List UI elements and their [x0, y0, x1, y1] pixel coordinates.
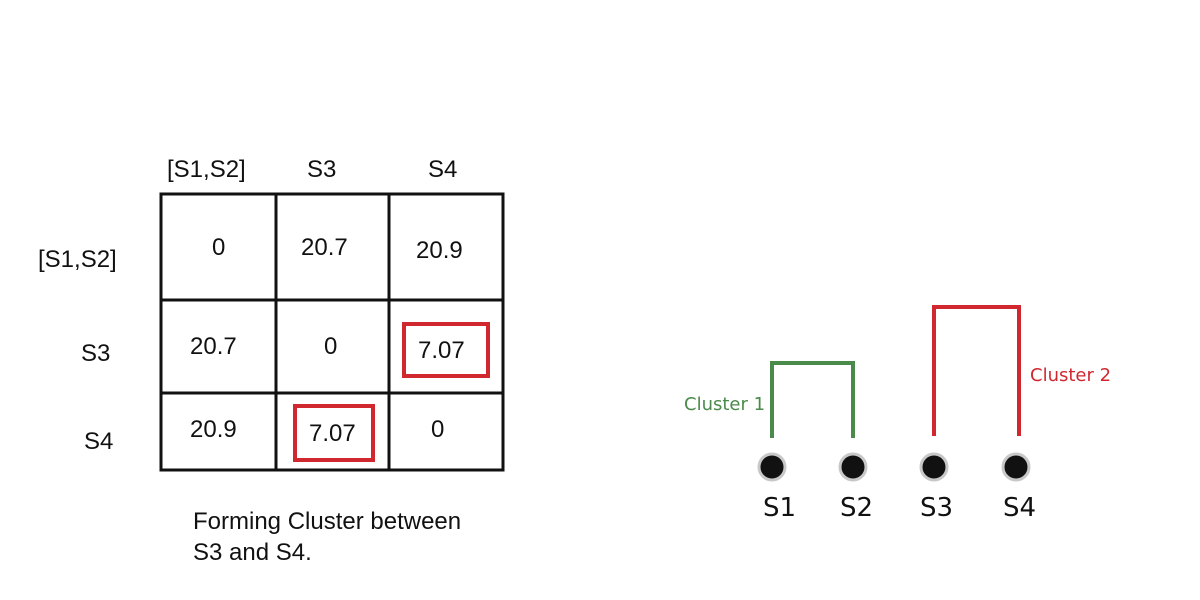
- caption-line: Forming Cluster between: [193, 508, 462, 535]
- node-label-s1: S1: [763, 493, 797, 523]
- caption-line: S3 and S4.: [193, 539, 312, 566]
- highlight-box: [293, 404, 375, 462]
- matrix-cell: 0: [324, 333, 338, 360]
- node-label-s3: S3: [920, 493, 954, 523]
- node-s3: [919, 452, 949, 482]
- node-label-s4: S4: [1003, 493, 1037, 523]
- matrix-border: [159, 192, 505, 472]
- matrix-cell: 0: [431, 416, 445, 443]
- cluster-1-bracket: [770, 361, 855, 438]
- column-header: S4: [428, 156, 458, 183]
- cluster-2-label: Cluster 2: [1030, 365, 1112, 386]
- matrix-cell: 20.7: [301, 234, 348, 261]
- matrix-cell-highlighted: 7.07: [418, 337, 465, 364]
- matrix-cell: 20.7: [190, 333, 237, 360]
- highlight-box: [402, 322, 490, 378]
- cluster-2-bracket: [932, 305, 1021, 436]
- node-s1: [757, 452, 787, 482]
- node-s4: [1001, 452, 1031, 482]
- matrix-cell: 20.9: [190, 416, 237, 443]
- row-header: S3: [81, 340, 111, 367]
- node-s2: [838, 452, 868, 482]
- caption: Forming Cluster between S3 and S4.: [193, 506, 461, 568]
- row-header: S4: [84, 428, 114, 455]
- column-header: [S1,S2]: [167, 156, 246, 183]
- matrix-cell: 0: [212, 234, 226, 261]
- column-header: S3: [307, 156, 337, 183]
- matrix-cell: 20.9: [416, 237, 463, 264]
- node-label-s2: S2: [840, 493, 874, 523]
- matrix-cell-highlighted: 7.07: [309, 420, 356, 447]
- cluster-1-label: Cluster 1: [684, 394, 766, 415]
- row-header: [S1,S2]: [38, 246, 117, 273]
